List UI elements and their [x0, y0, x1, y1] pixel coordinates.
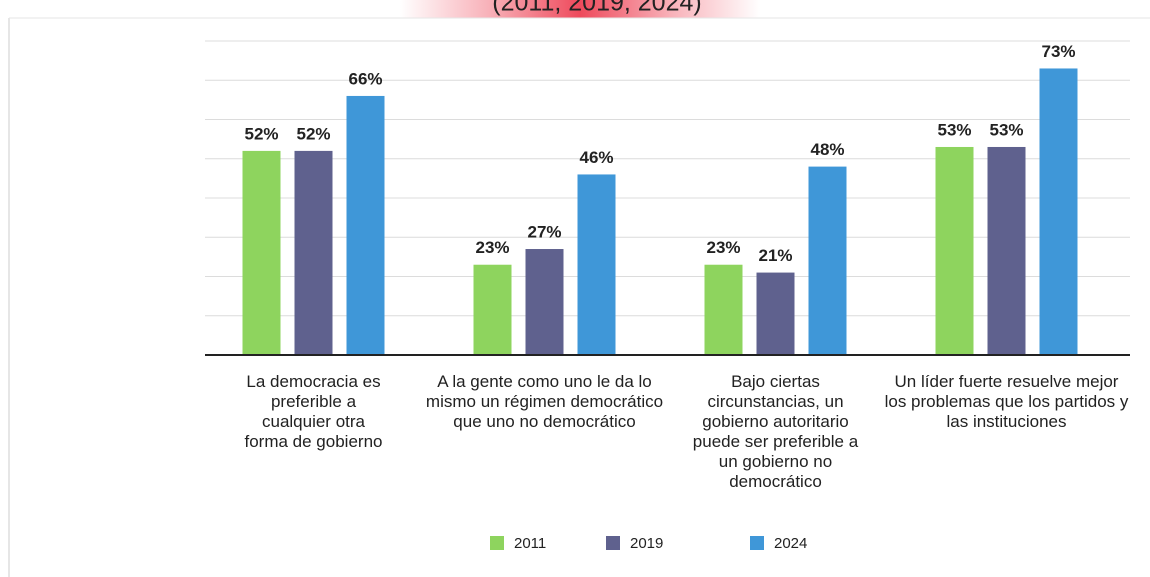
value-label: 48%: [810, 140, 844, 159]
legend-swatch: [490, 536, 504, 550]
value-label: 21%: [758, 246, 792, 265]
bar: [704, 264, 743, 355]
bar: [987, 146, 1026, 355]
value-label: 46%: [579, 148, 613, 167]
bar: [525, 249, 564, 355]
bar: [473, 264, 512, 355]
x-tick-label: A la gente como uno le da lo mismo un ré…: [425, 372, 664, 431]
legend-label: 2024: [774, 535, 807, 552]
title-banner: [400, 0, 760, 18]
legend-swatch: [750, 536, 764, 550]
chart-subtitle: (2011, 2019, 2024): [492, 0, 701, 17]
bar: [756, 272, 795, 355]
value-label: 52%: [244, 124, 278, 143]
bar: [346, 95, 385, 355]
bar: [294, 150, 333, 355]
value-label: 66%: [348, 69, 382, 88]
x-tick-label: Un líder fuerte resuelve mejor los probl…: [884, 372, 1129, 431]
bar: [935, 146, 974, 355]
legend-swatch: [606, 536, 620, 550]
value-label: 27%: [527, 223, 561, 242]
value-label: 53%: [937, 120, 971, 139]
legend-label: 2011: [514, 535, 546, 552]
legend-label: 2019: [630, 535, 663, 552]
value-label: 23%: [706, 238, 740, 257]
bar: [808, 166, 847, 355]
value-label: 73%: [1041, 42, 1075, 61]
bar: [1039, 68, 1078, 355]
x-tick-label: Bajo ciertas circunstancias, un gobierno…: [692, 372, 859, 491]
value-label: 23%: [475, 238, 509, 257]
bar: [242, 150, 281, 355]
value-label: 52%: [296, 124, 330, 143]
x-tick-label: La democracia es preferible a cualquier …: [244, 372, 383, 451]
value-label: 53%: [989, 120, 1023, 139]
bar: [577, 174, 616, 355]
